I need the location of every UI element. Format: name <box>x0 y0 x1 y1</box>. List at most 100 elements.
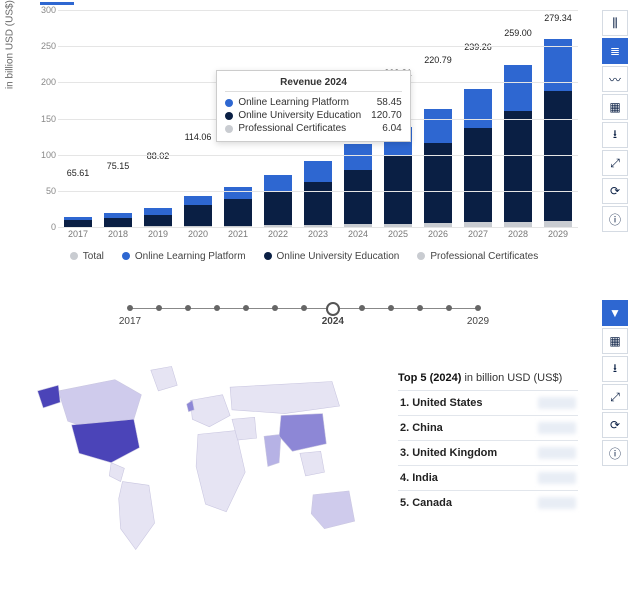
refresh-icon[interactable]: ⟳ <box>602 178 628 204</box>
bar-total-label: 114.06 <box>185 132 212 142</box>
bar-segment <box>304 182 331 225</box>
bar-stack: 239.26 <box>464 54 491 227</box>
timeline-dot[interactable] <box>272 305 278 311</box>
tooltip-row: Online Learning Platform58.45 <box>225 96 401 109</box>
bar-segment <box>544 91 571 220</box>
x-tick: 2027 <box>458 229 498 245</box>
bar-total-label: 259.00 <box>504 28 532 38</box>
map-greenland[interactable] <box>151 366 177 391</box>
map-china[interactable] <box>279 414 326 452</box>
bar-stack: 88.02 <box>144 163 171 227</box>
timeline-dot[interactable] <box>243 305 249 311</box>
top5-row[interactable]: 5. Canada <box>398 490 578 515</box>
bar-total-label: 220.79 <box>424 55 452 65</box>
x-tick: 2017 <box>58 229 98 245</box>
refresh2-icon[interactable]: ⟳ <box>602 412 628 438</box>
line-icon[interactable]: 〰 <box>602 66 628 92</box>
top5-row[interactable]: 1. United States <box>398 390 578 415</box>
gridline <box>58 227 578 228</box>
y-tick: 0 <box>36 222 56 232</box>
legend-item[interactable]: Online University Education <box>264 251 400 262</box>
bar-stack: 259.00 <box>504 40 531 227</box>
revenue-chart-panel: in billion USD (US$) 65.61 75.15 88.02 114.… <box>0 0 638 290</box>
top5-row[interactable]: 4. India <box>398 465 578 490</box>
timeline-dot[interactable] <box>359 305 365 311</box>
map-sea[interactable] <box>300 451 325 476</box>
tooltip-title: Revenue 2024 <box>225 77 401 92</box>
bar-segment <box>224 199 251 225</box>
blurred-value <box>538 422 576 434</box>
download-icon[interactable]: ⭳ <box>602 122 628 148</box>
bar-segment <box>224 187 251 199</box>
map-south-am[interactable] <box>119 482 155 550</box>
download2-icon[interactable]: ⭳ <box>602 356 628 382</box>
year-timeline[interactable]: 2017 2024 2029 <box>130 300 478 324</box>
y-tick: 250 <box>36 41 56 51</box>
x-tick: 2029 <box>538 229 578 245</box>
top5-row[interactable]: 2. China <box>398 415 578 440</box>
world-map[interactable] <box>30 342 370 572</box>
map-panel: 2017 2024 2029 <box>0 300 638 600</box>
map-africa[interactable] <box>196 431 245 512</box>
y-tick: 200 <box>36 77 56 87</box>
expand-icon[interactable]: ⤢ <box>602 150 628 176</box>
bar-total-label: 65.61 <box>67 168 90 178</box>
bar-chart-icon[interactable]: ⫼ <box>602 10 628 36</box>
blurred-value <box>538 397 576 409</box>
blurred-value <box>538 472 576 484</box>
tooltip-row: Online University Education120.70 <box>225 109 401 122</box>
bar-total-label: 75.15 <box>107 161 130 171</box>
map-russia[interactable] <box>230 382 339 414</box>
timeline-dot[interactable] <box>127 305 133 311</box>
info2-icon[interactable]: ⓘ <box>602 440 628 466</box>
chart-toolbar: ⫼≣〰▦⭳⤢⟳ⓘ <box>602 10 628 232</box>
selected-bar-icon[interactable]: ≣ <box>602 38 628 64</box>
map-usa[interactable] <box>72 419 140 462</box>
legend-item[interactable]: Professional Certificates <box>417 251 538 262</box>
x-tick: 2020 <box>178 229 218 245</box>
timeline-dot[interactable] <box>475 305 481 311</box>
map-india[interactable] <box>264 434 281 466</box>
timeline-dot[interactable] <box>301 305 307 311</box>
table-icon[interactable]: ▦ <box>602 94 628 120</box>
x-tick: 2023 <box>298 229 338 245</box>
x-tick: 2019 <box>138 229 178 245</box>
x-tick: 2026 <box>418 229 458 245</box>
bar-segment <box>384 156 411 224</box>
bar-segment <box>144 215 171 227</box>
table2-icon[interactable]: ▦ <box>602 328 628 354</box>
timeline-dot[interactable] <box>446 305 452 311</box>
map-alaska[interactable] <box>38 385 61 408</box>
info-icon[interactable]: ⓘ <box>602 206 628 232</box>
gridline <box>58 46 578 47</box>
tooltip-row: Professional Certificates6.04 <box>225 122 401 135</box>
top5-row[interactable]: 3. United Kingdom <box>398 440 578 465</box>
bar-segment <box>304 161 331 182</box>
timeline-dot[interactable] <box>388 305 394 311</box>
map-toolbar: ▼▦⭳⤢⟳ⓘ <box>602 300 628 466</box>
x-tick: 2022 <box>258 229 298 245</box>
timeline-start-label: 2017 <box>119 316 141 327</box>
timeline-dot[interactable] <box>185 305 191 311</box>
expand2-icon[interactable]: ⤢ <box>602 384 628 410</box>
y-axis-label: in billion USD (US$) <box>5 0 16 89</box>
chart-tooltip: Revenue 2024 Online Learning Platform58.… <box>216 70 410 142</box>
map-europe[interactable] <box>190 395 230 427</box>
bar-segment <box>504 65 531 111</box>
timeline-dot[interactable] <box>214 305 220 311</box>
timeline-end-label: 2029 <box>467 316 489 327</box>
bar-segment <box>104 218 131 227</box>
legend-item[interactable]: Online Learning Platform <box>122 251 246 262</box>
x-tick: 2021 <box>218 229 258 245</box>
gridline <box>58 155 578 156</box>
legend-item[interactable]: Total <box>70 251 104 262</box>
timeline-dot[interactable] <box>417 305 423 311</box>
map-australia[interactable] <box>311 491 354 529</box>
y-tick: 300 <box>36 5 56 15</box>
timeline-handle[interactable] <box>326 302 340 316</box>
top5-title: Top 5 (2024) in billion USD (US$) <box>398 372 578 384</box>
timeline-dot[interactable] <box>156 305 162 311</box>
marker-icon[interactable]: ▼ <box>602 300 628 326</box>
map-central-am[interactable] <box>109 463 124 482</box>
bar-segment <box>504 111 531 222</box>
